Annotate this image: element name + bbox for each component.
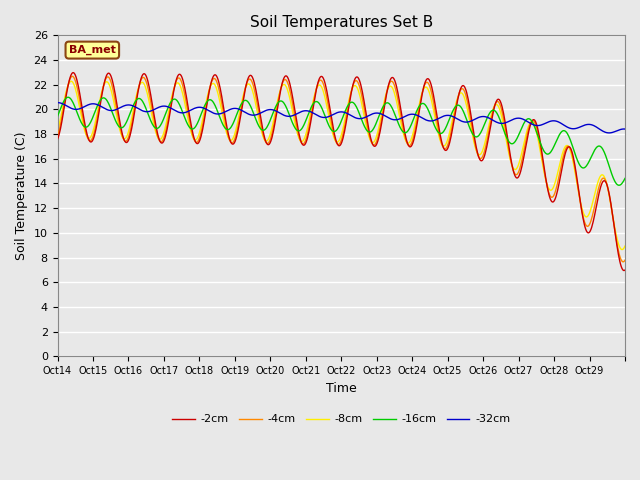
-16cm — [225, 126, 233, 132]
Line: -32cm: -32cm — [58, 103, 625, 133]
-2cm — [275, 97, 283, 103]
-16cm — [275, 99, 283, 105]
-16cm — [401, 130, 408, 135]
-32cm — [120, 103, 128, 108]
-4cm — [401, 132, 408, 138]
-8cm — [121, 136, 129, 142]
Legend: -2cm, -4cm, -8cm, -16cm, -32cm: -2cm, -4cm, -8cm, -16cm, -32cm — [168, 410, 515, 429]
X-axis label: Time: Time — [326, 382, 356, 395]
-16cm — [54, 113, 61, 119]
-2cm — [121, 138, 129, 144]
-2cm — [54, 136, 61, 142]
-32cm — [225, 108, 232, 113]
-16cm — [121, 122, 129, 128]
-4cm — [253, 101, 261, 107]
-8cm — [621, 243, 629, 249]
Line: -16cm: -16cm — [58, 97, 625, 185]
-8cm — [54, 128, 61, 133]
-2cm — [621, 267, 629, 273]
-8cm — [225, 136, 233, 142]
-32cm — [432, 117, 440, 123]
-8cm — [401, 134, 408, 140]
Line: -8cm: -8cm — [58, 81, 625, 250]
-2cm — [620, 268, 628, 274]
-16cm — [621, 176, 629, 181]
-2cm — [225, 134, 233, 140]
Line: -4cm: -4cm — [58, 76, 625, 262]
Title: Soil Temperatures Set B: Soil Temperatures Set B — [250, 15, 433, 30]
-4cm — [54, 133, 61, 139]
-16cm — [433, 127, 440, 132]
-32cm — [605, 130, 612, 136]
-8cm — [253, 109, 261, 115]
-2cm — [253, 95, 261, 100]
-8cm — [275, 93, 283, 99]
-4cm — [121, 138, 129, 144]
-32cm — [621, 126, 629, 132]
-2cm — [401, 128, 408, 134]
-4cm — [433, 115, 440, 121]
-32cm — [54, 100, 61, 106]
-4cm — [621, 257, 629, 263]
-4cm — [275, 95, 283, 101]
-32cm — [274, 109, 282, 115]
-16cm — [253, 120, 261, 126]
-8cm — [433, 121, 440, 127]
-2cm — [69, 70, 77, 75]
-16cm — [615, 182, 623, 188]
-32cm — [400, 114, 408, 120]
-4cm — [620, 259, 627, 264]
-16cm — [64, 95, 72, 100]
Line: -2cm: -2cm — [58, 72, 625, 271]
-4cm — [225, 136, 233, 142]
Y-axis label: Soil Temperature (C): Soil Temperature (C) — [15, 132, 28, 260]
-32cm — [253, 112, 260, 118]
-2cm — [433, 109, 440, 115]
-8cm — [67, 78, 75, 84]
Text: BA_met: BA_met — [69, 45, 116, 55]
-8cm — [618, 247, 626, 252]
-4cm — [68, 73, 76, 79]
